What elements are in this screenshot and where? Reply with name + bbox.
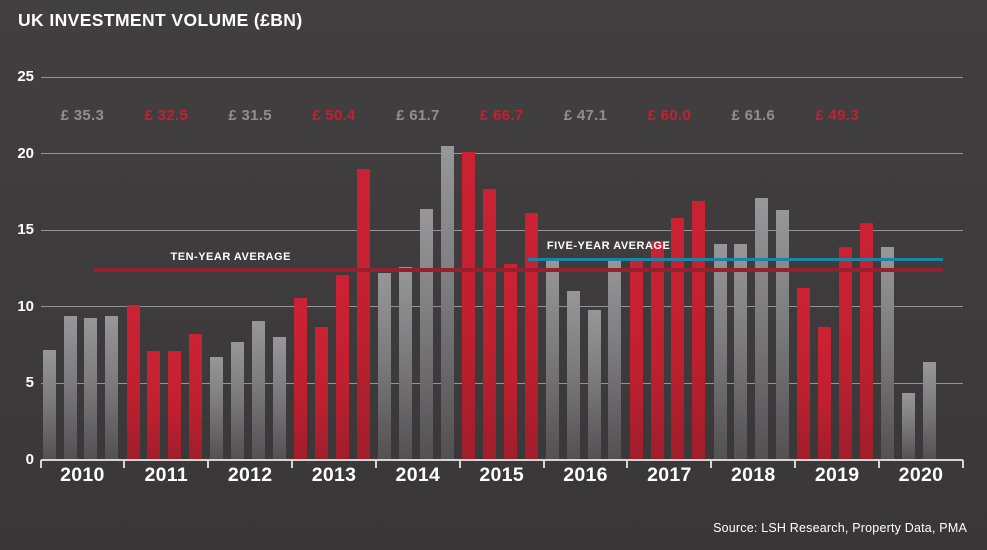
annual-total-2017: £ 60.0 <box>647 107 692 124</box>
x-axis-tick <box>207 460 210 468</box>
y-axis-tick-label: 5 <box>25 374 34 392</box>
bar-2016-q2 <box>566 291 580 460</box>
x-axis-year-label-2013: 2013 <box>311 464 357 486</box>
bar-2011-q2 <box>147 351 161 460</box>
bar-2012-q1 <box>210 357 224 460</box>
bar-2014-q1 <box>378 273 392 460</box>
bar-2014-q3 <box>419 208 433 460</box>
bar-2011-q4 <box>189 334 203 460</box>
annual-total-2011: £ 32.5 <box>144 107 189 124</box>
x-axis-year-label-2019: 2019 <box>814 464 860 486</box>
x-axis-year-label-2016: 2016 <box>563 464 608 486</box>
x-axis-tick <box>626 460 629 468</box>
annual-total-2019: £ 49.3 <box>815 107 859 124</box>
bar-2019-q2 <box>818 326 832 460</box>
x-axis-year-label-2017: 2017 <box>647 464 692 486</box>
bar-2011-q1 <box>126 305 140 460</box>
gridline-25 <box>40 76 963 78</box>
bar-2013-q2 <box>315 326 329 460</box>
annual-total-2013: £ 50.4 <box>312 107 356 124</box>
annual-total-2012: £ 31.5 <box>228 107 272 124</box>
bar-2017-q3 <box>671 217 685 460</box>
gridline-20 <box>40 153 963 155</box>
bar-2015-q1 <box>461 152 475 460</box>
x-axis-tick <box>961 460 964 468</box>
ten-year-average-label: TEN-YEAR AVERAGE <box>170 251 292 264</box>
five-year-average-label: FIVE-YEAR AVERAGE <box>546 240 671 253</box>
bar-2010-q3 <box>84 317 98 460</box>
bar-2019-q3 <box>839 247 853 460</box>
x-axis-tick <box>39 460 42 468</box>
x-axis-tick <box>794 460 797 468</box>
x-axis-year-label-2020: 2020 <box>898 464 944 486</box>
bar-2020-q1 <box>881 247 895 460</box>
y-axis-tick-label: 10 <box>17 297 34 315</box>
bar-2018-q4 <box>776 210 790 460</box>
annual-total-2015: £ 66.7 <box>479 107 524 124</box>
x-axis-tick <box>458 460 461 468</box>
bar-2010-q4 <box>105 315 119 460</box>
bar-2015-q3 <box>503 263 517 460</box>
bar-2014-q4 <box>440 145 454 460</box>
bar-2012-q4 <box>272 337 286 460</box>
bar-2020-q3 <box>922 361 936 460</box>
x-axis-tick <box>542 460 545 468</box>
chart-title: UK INVESTMENT VOLUME (£BN) <box>18 10 303 30</box>
x-axis-tick <box>710 460 713 468</box>
bar-2016-q1 <box>545 259 559 460</box>
x-axis-year-label-2011: 2011 <box>144 464 189 486</box>
five-year-average-line <box>527 257 943 261</box>
x-axis-tick <box>123 460 126 468</box>
bar-2017-q1 <box>629 260 643 460</box>
y-axis-tick-label: 20 <box>17 144 34 162</box>
bar-2017-q4 <box>692 201 706 460</box>
ten-year-average-line <box>93 268 943 273</box>
annual-total-2014: £ 61.7 <box>396 107 440 124</box>
bar-2010-q1 <box>42 349 56 460</box>
x-axis-tick <box>878 460 881 468</box>
bar-2018-q2 <box>734 243 748 460</box>
bar-2013-q4 <box>356 168 370 460</box>
bar-2018-q1 <box>713 243 727 460</box>
bar-2014-q2 <box>398 266 412 460</box>
gridline-5 <box>40 382 963 384</box>
x-axis-year-label-2010: 2010 <box>60 464 105 486</box>
annual-total-2010: £ 35.3 <box>60 107 105 124</box>
x-axis-tick <box>291 460 294 468</box>
x-axis-year-label-2012: 2012 <box>227 464 273 486</box>
y-axis-tick-label: 0 <box>25 451 34 468</box>
gridline-15 <box>40 229 963 231</box>
annual-total-2016: £ 47.1 <box>563 107 608 124</box>
bar-2019-q1 <box>797 288 811 460</box>
bar-2020-q2 <box>902 392 916 460</box>
bar-2017-q2 <box>650 240 664 460</box>
annual-total-2018: £ 61.6 <box>731 107 775 124</box>
bar-2016-q3 <box>587 309 601 460</box>
bar-2010-q2 <box>63 315 77 460</box>
y-axis-tick-label: 25 <box>17 68 34 85</box>
bar-2013-q3 <box>335 274 349 460</box>
x-axis-year-label-2014: 2014 <box>395 464 441 486</box>
bar-2019-q4 <box>859 222 873 460</box>
bar-2018-q3 <box>755 198 769 460</box>
gridline-10 <box>40 306 963 308</box>
x-axis-year-label-2018: 2018 <box>730 464 776 486</box>
bar-2015-q4 <box>524 213 538 460</box>
bar-2012-q3 <box>252 320 266 460</box>
source-note: Source: LSH Research, Property Data, PMA <box>713 521 967 535</box>
y-axis-tick-label: 15 <box>17 221 34 239</box>
x-axis-line <box>40 459 963 461</box>
bar-2013-q1 <box>294 297 308 460</box>
x-axis-year-label-2015: 2015 <box>479 464 524 486</box>
bar-2015-q2 <box>482 188 496 460</box>
bar-2016-q4 <box>608 257 622 460</box>
x-axis-tick <box>374 460 377 468</box>
bar-2011-q3 <box>168 351 182 460</box>
bar-2012-q2 <box>231 342 245 460</box>
